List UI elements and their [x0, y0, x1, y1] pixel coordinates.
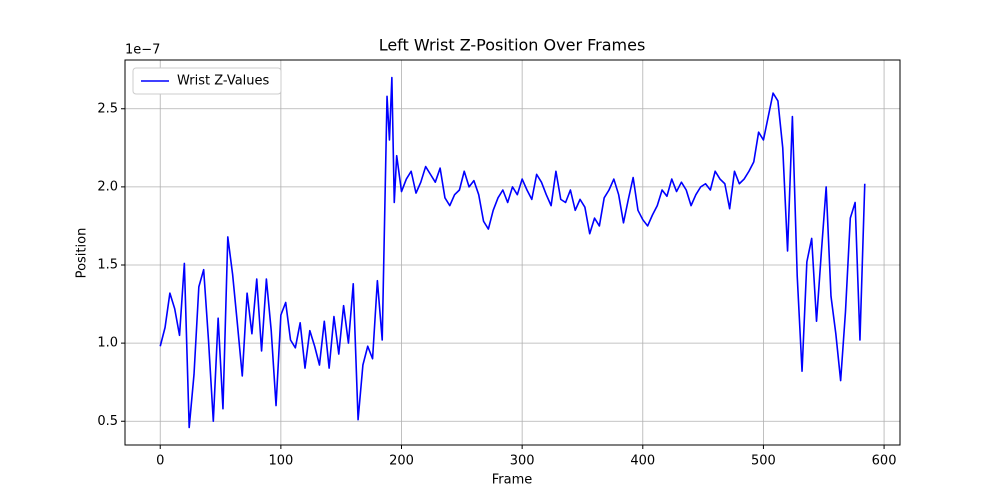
- x-tick-label: 100: [268, 454, 293, 469]
- x-tick-label: 200: [389, 454, 414, 469]
- legend-box: [132, 67, 282, 95]
- x-tick-label: 400: [630, 454, 655, 469]
- x-tick-label: 300: [510, 454, 535, 469]
- y-offset-label: 1e−7: [125, 43, 160, 58]
- legend-label: Wrist Z-Values: [177, 74, 270, 89]
- x-tick-label: 500: [751, 454, 776, 469]
- chart-title: Left Wrist Z-Position Over Frames: [379, 36, 646, 55]
- plot-frame: [124, 59, 901, 446]
- x-tick-label: 600: [872, 454, 897, 469]
- x-tick-label: 0: [156, 454, 164, 469]
- y-tick-label: 2.0: [97, 179, 118, 194]
- y-tick-label: 2.5: [97, 101, 118, 116]
- y-tick-label: 0.5: [97, 414, 118, 429]
- x-axis-label: Frame: [492, 473, 533, 488]
- y-tick-label: 1.0: [97, 336, 118, 351]
- y-axis-label: Position: [75, 228, 90, 279]
- y-tick-label: 1.5: [97, 258, 118, 273]
- data-line: [159, 76, 866, 429]
